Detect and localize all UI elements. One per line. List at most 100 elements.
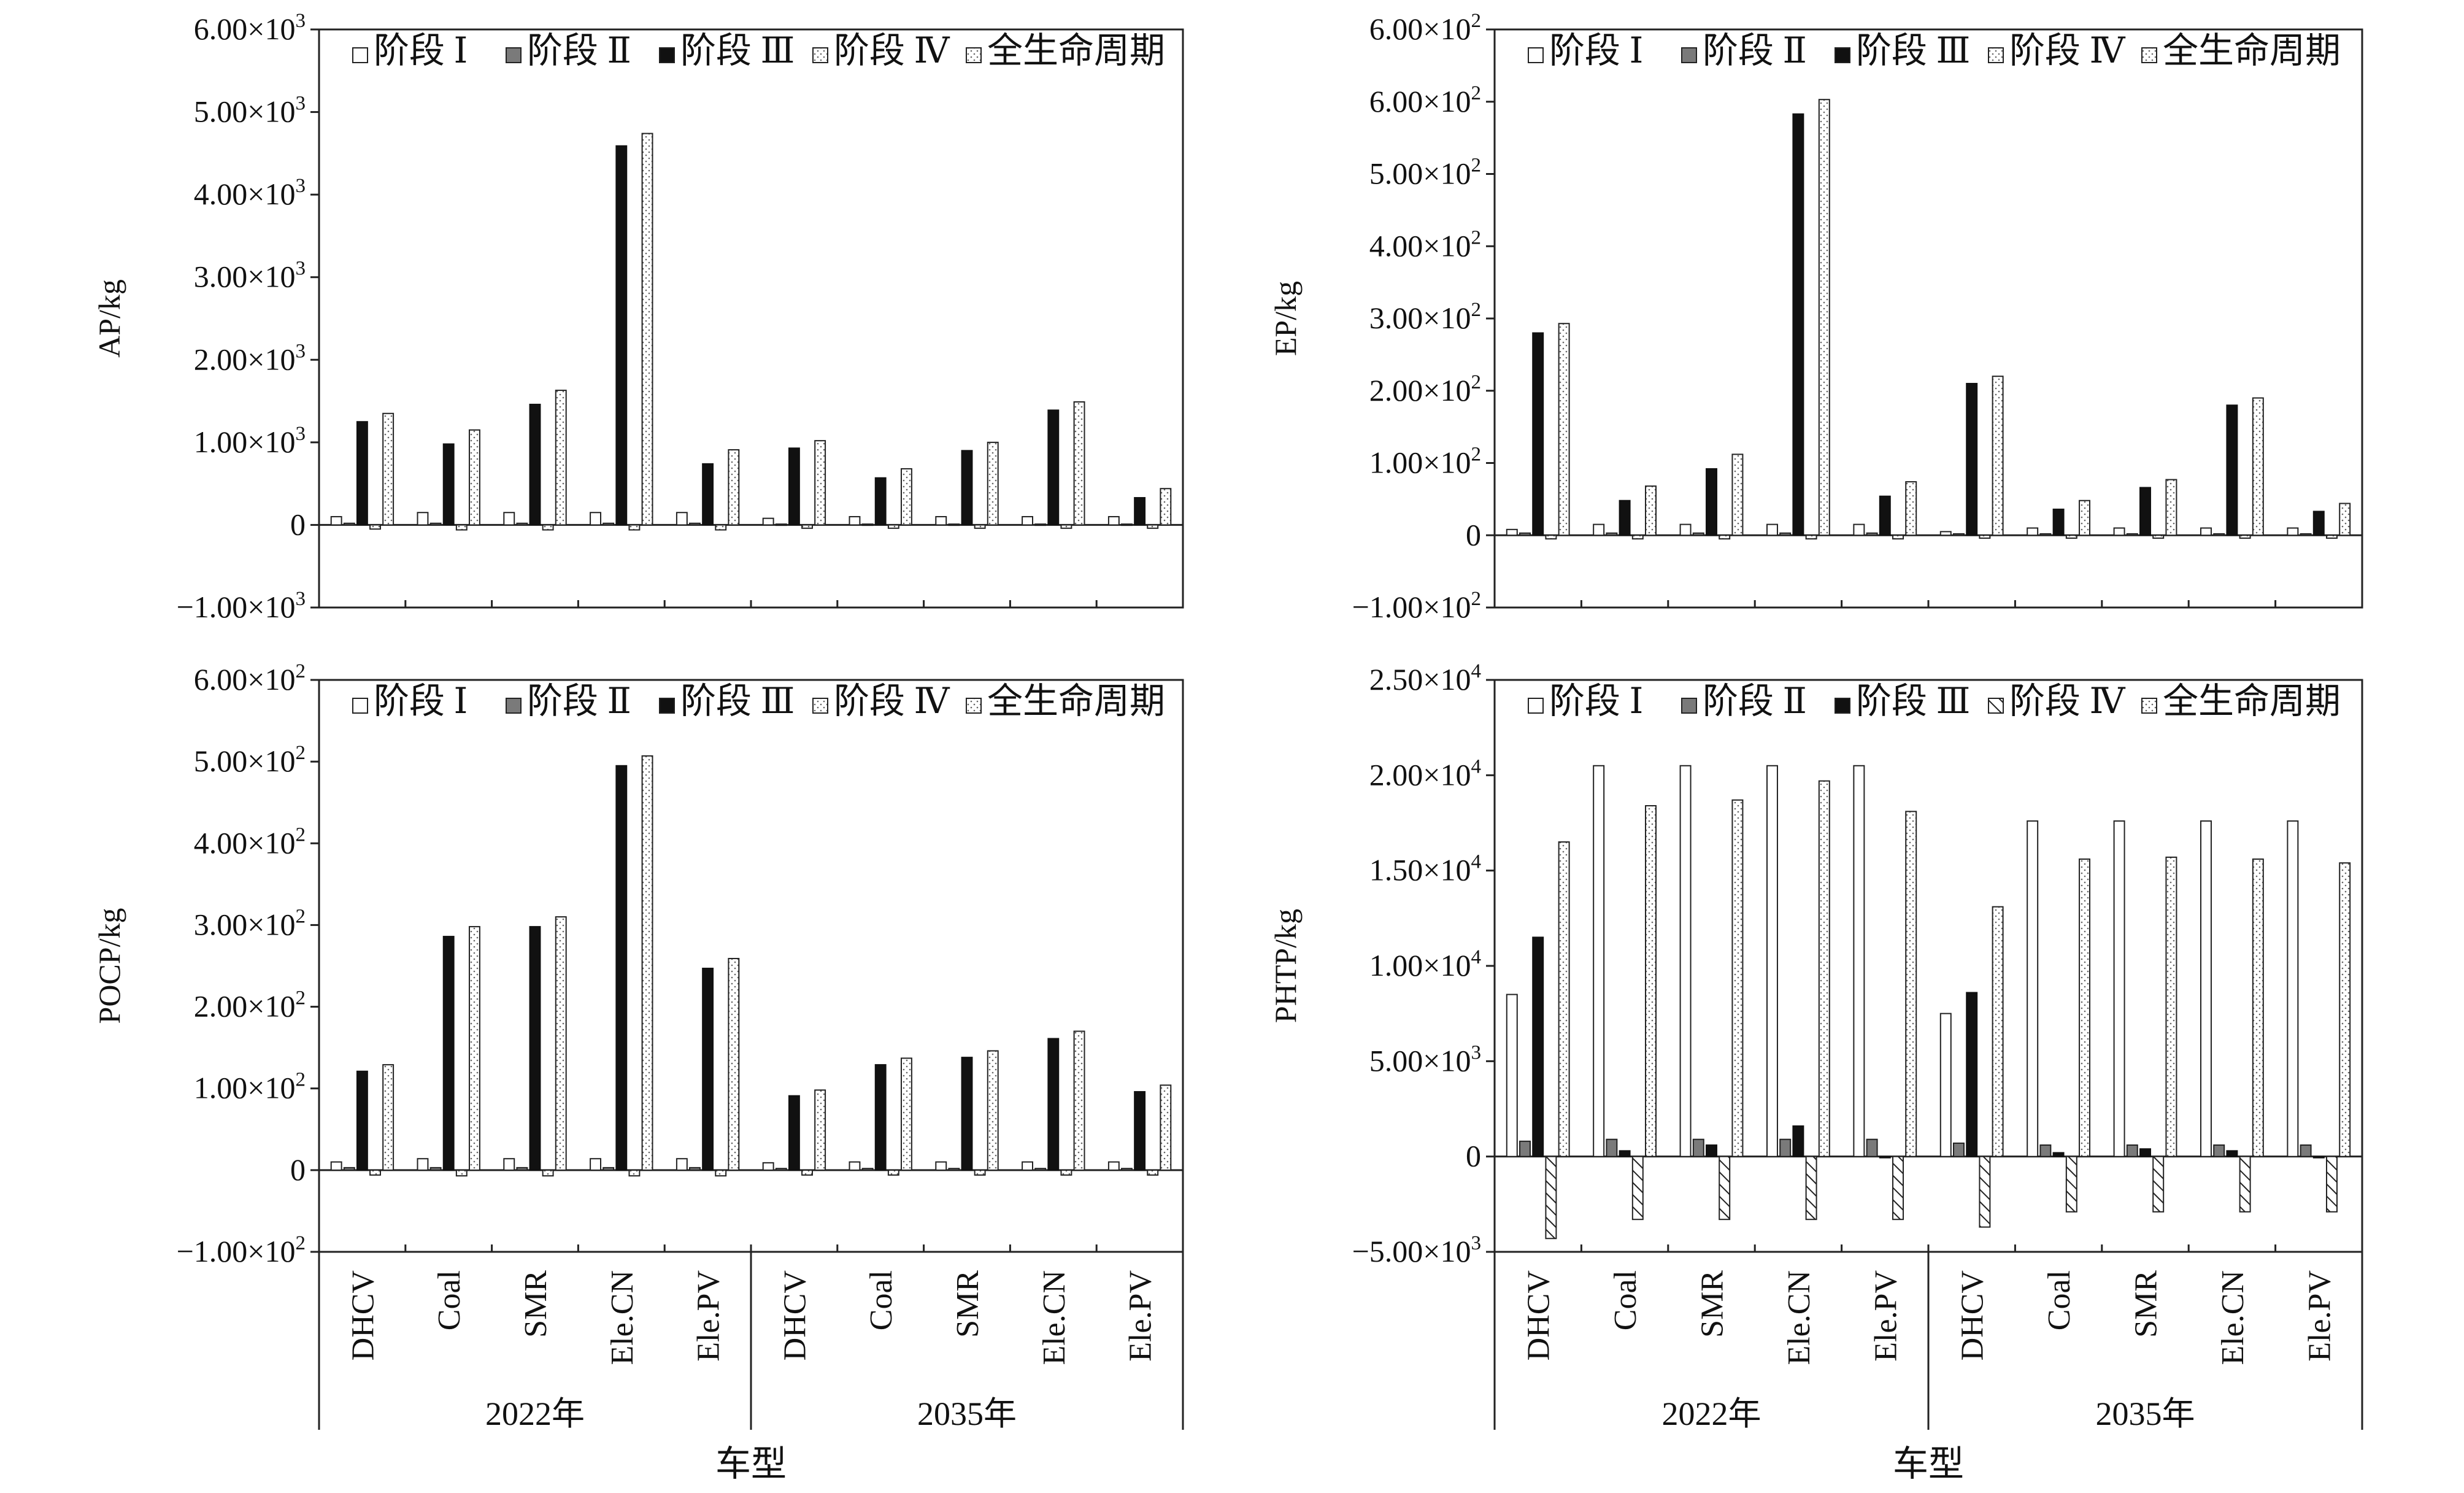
bar-ep-s1-c4 — [1766, 523, 1778, 536]
legend-label: 阶段 Ⅱ — [1703, 681, 1807, 721]
bar-phtp-s4-c3 — [1719, 1155, 1731, 1221]
category-label: Coal — [2042, 1270, 2077, 1330]
bar-pocp-s4-c6 — [801, 1169, 813, 1176]
bar-phtp-s2-c8 — [2126, 1144, 2138, 1157]
legend-label: 阶段 Ⅲ — [1856, 681, 1970, 721]
bar-phtp-s2-c4 — [1779, 1138, 1792, 1157]
legend-label: 全生命周期 — [987, 31, 1165, 71]
category-label: Ele.PV — [2302, 1270, 2337, 1362]
y-tick-label: 4.00×102 — [1369, 226, 1481, 263]
bar-ap-s2-c1 — [343, 522, 355, 526]
category-label: Coal — [1608, 1270, 1643, 1330]
bar-pocp-s4-c7 — [887, 1169, 899, 1176]
bar-ep-s2-c7 — [2039, 533, 2052, 536]
bar-pocp-s5-c2 — [468, 926, 480, 1171]
y-tick-label: −1.00×102 — [177, 1232, 306, 1268]
bar-phtp-s2-c5 — [1866, 1138, 1878, 1157]
bar-phtp-s4-c4 — [1805, 1155, 1817, 1221]
bar-phtp-s5-c6 — [1992, 906, 2004, 1157]
bar-ep-s4-c8 — [2152, 534, 2165, 539]
y-axis-title: PHTP/kg — [1268, 909, 1303, 1023]
category-label: SMR — [1695, 1270, 1730, 1338]
bar-ap-s5-c4 — [641, 133, 653, 526]
bar-phtp-s4-c9 — [2239, 1155, 2251, 1213]
bar-phtp-s4-c2 — [1631, 1155, 1644, 1221]
category-label: SMR — [950, 1270, 985, 1338]
bar-ap-s1-c5 — [676, 512, 688, 526]
y-tick-label: 0 — [1466, 517, 1481, 552]
bar-ap-s4-c8 — [974, 524, 986, 529]
y-tick-label: 1.00×103 — [194, 423, 306, 459]
bar-phtp-s2-c2 — [1606, 1138, 1618, 1157]
bar-ap-s3-c6 — [788, 447, 800, 526]
bar-ep-s2-c2 — [1606, 532, 1618, 536]
bar-ep-s5-c4 — [1818, 99, 1830, 536]
x-axis-title: 车型 — [1893, 1444, 1964, 1484]
legend-label: 阶段 Ⅰ — [374, 31, 468, 71]
category-label: Ele.PV — [691, 1270, 726, 1362]
y-tick-label: 3.00×102 — [194, 905, 306, 941]
y-tick-label: 3.00×103 — [194, 258, 306, 294]
bar-ep-s3-c6 — [1966, 382, 1978, 536]
legend-label: 阶段 Ⅱ — [527, 681, 631, 721]
bar-phtp-s1-c7 — [2027, 820, 2039, 1157]
bar-ep-s3-c1 — [1532, 332, 1544, 536]
chart-panel-ap: 6.00×103 5.00×103 4.00×103 3.00×103 2.00×103… — [92, 10, 1184, 624]
bar-ap-s5-c3 — [555, 390, 567, 526]
group-label: 2035年 — [2096, 1395, 2195, 1432]
y-tick-label: 4.00×103 — [194, 175, 306, 211]
group-label: 2035年 — [917, 1395, 1017, 1432]
y-tick-label: −1.00×103 — [177, 588, 306, 624]
bar-ap-s1-c2 — [417, 512, 429, 526]
category-label: SMR — [518, 1270, 553, 1338]
legend-label: 阶段 Ⅰ — [1549, 681, 1643, 721]
bar-ep-s1-c6 — [1939, 531, 1952, 536]
bar-pocp-s2-c2 — [429, 1167, 442, 1171]
bar-ap-s1-c9 — [1022, 515, 1034, 526]
legend-swatch — [659, 698, 675, 714]
bar-phtp-s1-c2 — [1593, 765, 1605, 1157]
legend-swatch — [1528, 47, 1544, 63]
bar-ep-s2-c6 — [1953, 533, 1965, 536]
legend-swatch — [352, 47, 368, 63]
y-tick-label: 5.00×103 — [194, 93, 306, 129]
bar-ep-s4-c1 — [1545, 534, 1557, 540]
category-label: Ele.PV — [1868, 1270, 1903, 1362]
y-tick-label: 0 — [290, 1152, 306, 1187]
bar-ep-s2-c10 — [2300, 533, 2312, 536]
bar-ep-s4-c9 — [2239, 534, 2251, 539]
y-axis-title: EP/kg — [1268, 281, 1303, 356]
bar-ep-s1-c2 — [1593, 523, 1605, 536]
legend-label: 阶段 Ⅳ — [834, 681, 950, 721]
legend-label: 阶段 Ⅱ — [1703, 31, 1807, 71]
bar-phtp-s3-c1 — [1532, 936, 1544, 1157]
bar-pocp-s1-c6 — [762, 1162, 774, 1171]
bar-phtp-s3-c7 — [2052, 1152, 2065, 1157]
bar-pocp-s3-c4 — [615, 765, 628, 1171]
bar-ep-s4-c10 — [2326, 534, 2338, 539]
bar-ap-s5-c9 — [1073, 401, 1085, 526]
y-tick-label: 2.50×104 — [1369, 660, 1481, 696]
bar-pocp-s5-c6 — [814, 1089, 826, 1171]
bar-phtp-s2-c9 — [2213, 1144, 2225, 1157]
bar-ep-s5-c8 — [2165, 479, 2177, 536]
y-tick-label: 5.00×102 — [1369, 155, 1481, 191]
bar-pocp-s4-c2 — [455, 1169, 468, 1177]
bar-ap-s5-c6 — [814, 440, 826, 526]
bar-ep-s1-c5 — [1853, 523, 1865, 536]
bar-phtp-s2-c7 — [2039, 1144, 2052, 1157]
y-tick-label: 2.00×102 — [1369, 371, 1481, 407]
bar-ap-s3-c4 — [615, 145, 628, 526]
legend-swatch — [812, 698, 828, 714]
legend-swatch — [966, 698, 982, 714]
y-tick-label: 0 — [1466, 1139, 1481, 1173]
bar-phtp-s3-c4 — [1792, 1125, 1804, 1157]
legend-label: 阶段 Ⅱ — [527, 31, 631, 71]
bar-ep-s3-c2 — [1619, 500, 1631, 536]
category-label: DHCV — [1522, 1270, 1557, 1360]
chart-panel-pocp: 6.00×102 5.00×102 4.00×102 3.00×102 2.00×102… — [92, 660, 1184, 1484]
category-label: DHCV — [345, 1270, 380, 1360]
bar-pocp-s2-c6 — [775, 1168, 787, 1171]
bar-pocp-s4-c10 — [1147, 1169, 1159, 1176]
